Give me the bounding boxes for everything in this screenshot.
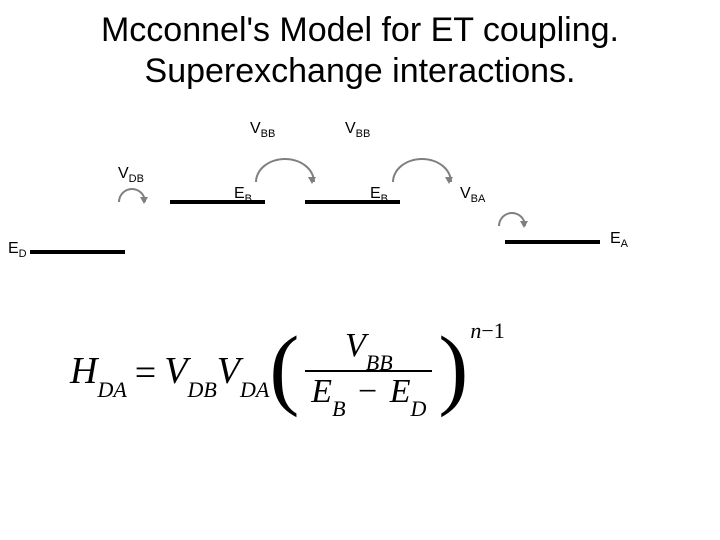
eq-fraction: VBB EB − ED [305, 328, 432, 414]
level-ea [505, 240, 600, 244]
label-vbb-1: VBB [250, 120, 275, 140]
arrowhead-bb-1 [308, 177, 316, 184]
eq-exponent: n−1 [470, 318, 504, 344]
arc-bb-1 [255, 158, 315, 182]
eq-H: HDA [70, 349, 127, 398]
slide-title: Mcconnel's Model for ET coupling. Supere… [0, 10, 720, 92]
arc-bb-2 [392, 158, 452, 182]
label-vdb: VDB [118, 165, 144, 185]
label-ed: ED [8, 240, 27, 260]
eq-rparen: ) [438, 337, 468, 400]
eq-VDA: VDA [217, 349, 270, 398]
eq-lparen: ( [269, 337, 299, 400]
eq-numerator: VBB [339, 328, 399, 368]
equation-hda: HDA = VDB VDA ( VBB EB − ED ) n−1 [70, 330, 710, 416]
arrowhead-bb-2 [445, 177, 453, 184]
title-line-1: Mcconnel's Model for ET coupling. [101, 11, 619, 49]
level-ed [30, 250, 125, 254]
arrowhead-ba [520, 221, 528, 228]
eq-VDB: VDB [164, 349, 217, 398]
label-ea: EA [610, 230, 628, 250]
energy-level-diagram: VBB VBB VDB VBA ED EB EB EA [0, 100, 720, 280]
eq-denominator: EB − ED [305, 374, 432, 414]
label-eb-1: EB [234, 185, 252, 205]
label-eb-2: EB [370, 185, 388, 205]
label-vbb-2: VBB [345, 120, 370, 140]
arrowhead-db [140, 197, 148, 204]
title-line-2: Superexchange interactions. [145, 52, 576, 90]
label-vba: VBA [460, 185, 485, 205]
eq-equals: = [135, 351, 156, 395]
